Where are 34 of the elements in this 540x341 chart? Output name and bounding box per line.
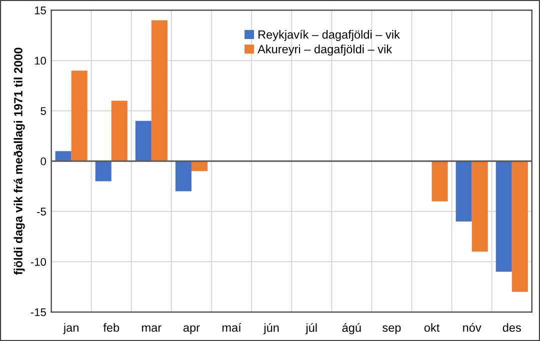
y-tick-label: -10	[30, 258, 46, 266]
y-tick-label: 10	[34, 56, 46, 65]
bar	[456, 161, 472, 222]
legend-label: Reykjavík – dagafjöldi – vik	[258, 30, 400, 42]
x-tick-label: ágú	[342, 323, 361, 334]
bar	[95, 161, 112, 182]
bar	[151, 20, 168, 162]
x-tick-label: maí	[222, 322, 242, 332]
bar	[175, 161, 192, 192]
y-tick-label: 5	[40, 107, 46, 115]
y-tick-label: 15	[34, 6, 46, 14]
x-tick-label: mar	[142, 325, 162, 332]
x-tick-label: júl	[305, 323, 317, 334]
bar	[496, 161, 512, 272]
bar	[135, 120, 152, 162]
bar	[55, 151, 72, 162]
x-tick-label: jan	[63, 323, 78, 334]
x-tick-label: apr	[183, 325, 200, 334]
y-tick-label: 0	[40, 157, 46, 166]
x-tick-label: nóv	[463, 322, 482, 332]
bar	[472, 161, 488, 252]
x-tick-label: des	[502, 323, 521, 332]
bar	[111, 100, 128, 162]
bar	[71, 70, 88, 162]
y-tick-label: -5	[37, 208, 46, 216]
x-tick-label: feb	[103, 323, 120, 332]
bar	[512, 161, 528, 292]
legend-label: Akureyri – dagafjöldi – vik	[258, 44, 392, 56]
y-axis-title: fjöldi daga vik frá meðallagi 1971 til 2000	[14, 48, 25, 275]
y-tick-label: -15	[30, 308, 46, 316]
x-tick-label: jún	[263, 323, 279, 334]
bar	[432, 161, 448, 202]
x-tick-label: okt	[424, 323, 440, 332]
x-tick-label: sep	[382, 325, 401, 334]
